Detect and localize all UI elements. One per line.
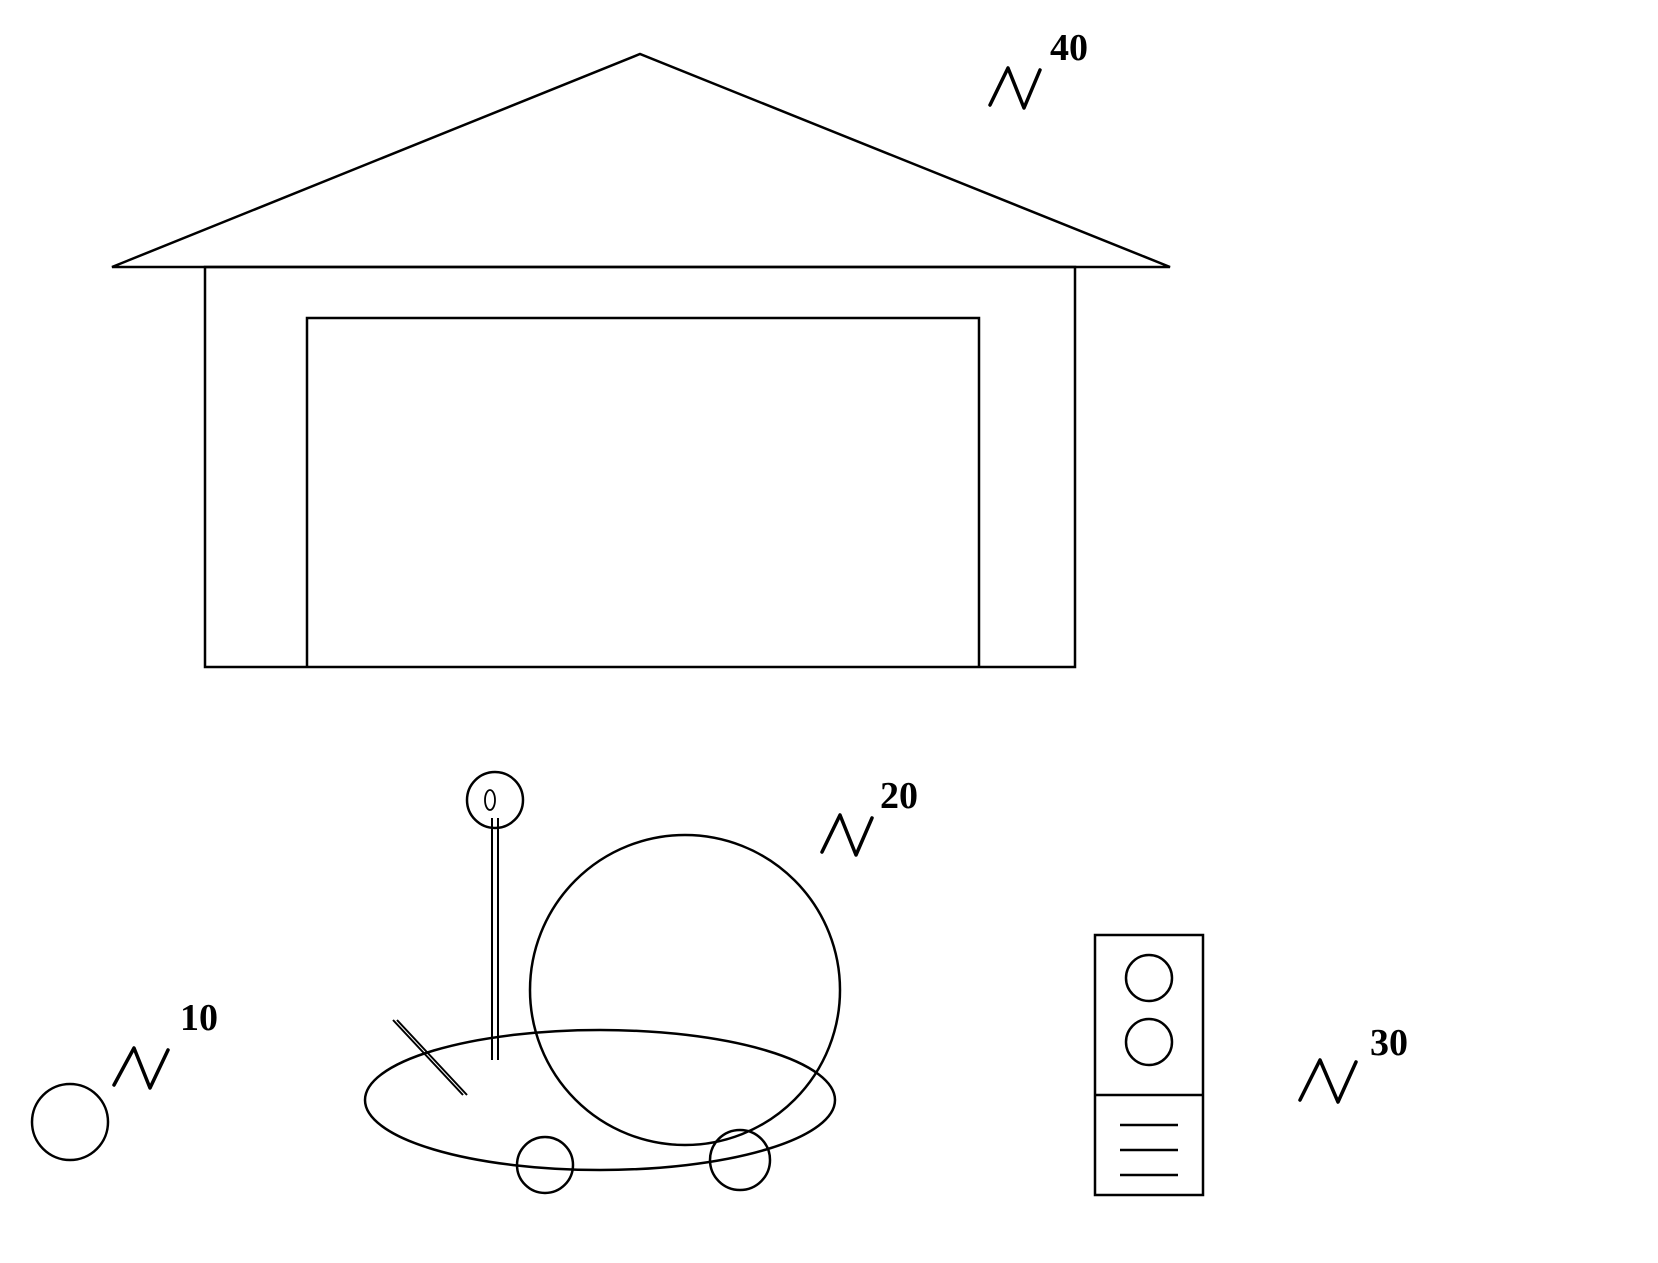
leader-20	[822, 815, 872, 855]
leader-40	[990, 68, 1040, 108]
robot-base	[365, 1030, 835, 1170]
remote-button-0	[1126, 955, 1172, 1001]
label-20: 20	[880, 775, 918, 817]
robot-body	[530, 835, 840, 1145]
robot-20	[365, 772, 840, 1193]
label-40: 40	[1050, 27, 1088, 69]
house-roof	[112, 54, 1170, 267]
robot-stick	[393, 1020, 463, 1095]
remote-button-1	[1126, 1019, 1172, 1065]
remote-30	[1095, 935, 1203, 1195]
house-door	[307, 318, 979, 667]
robot-stick	[397, 1020, 467, 1095]
label-30: 30	[1370, 1022, 1408, 1064]
leader-10	[114, 1048, 168, 1088]
house-walls	[205, 267, 1075, 667]
label-10: 10	[180, 997, 218, 1039]
robot-antenna-eye	[485, 790, 495, 810]
robot-wheel-0	[517, 1137, 573, 1193]
house-40	[112, 54, 1170, 667]
leader-30	[1300, 1060, 1356, 1102]
ball-10	[32, 1084, 108, 1160]
